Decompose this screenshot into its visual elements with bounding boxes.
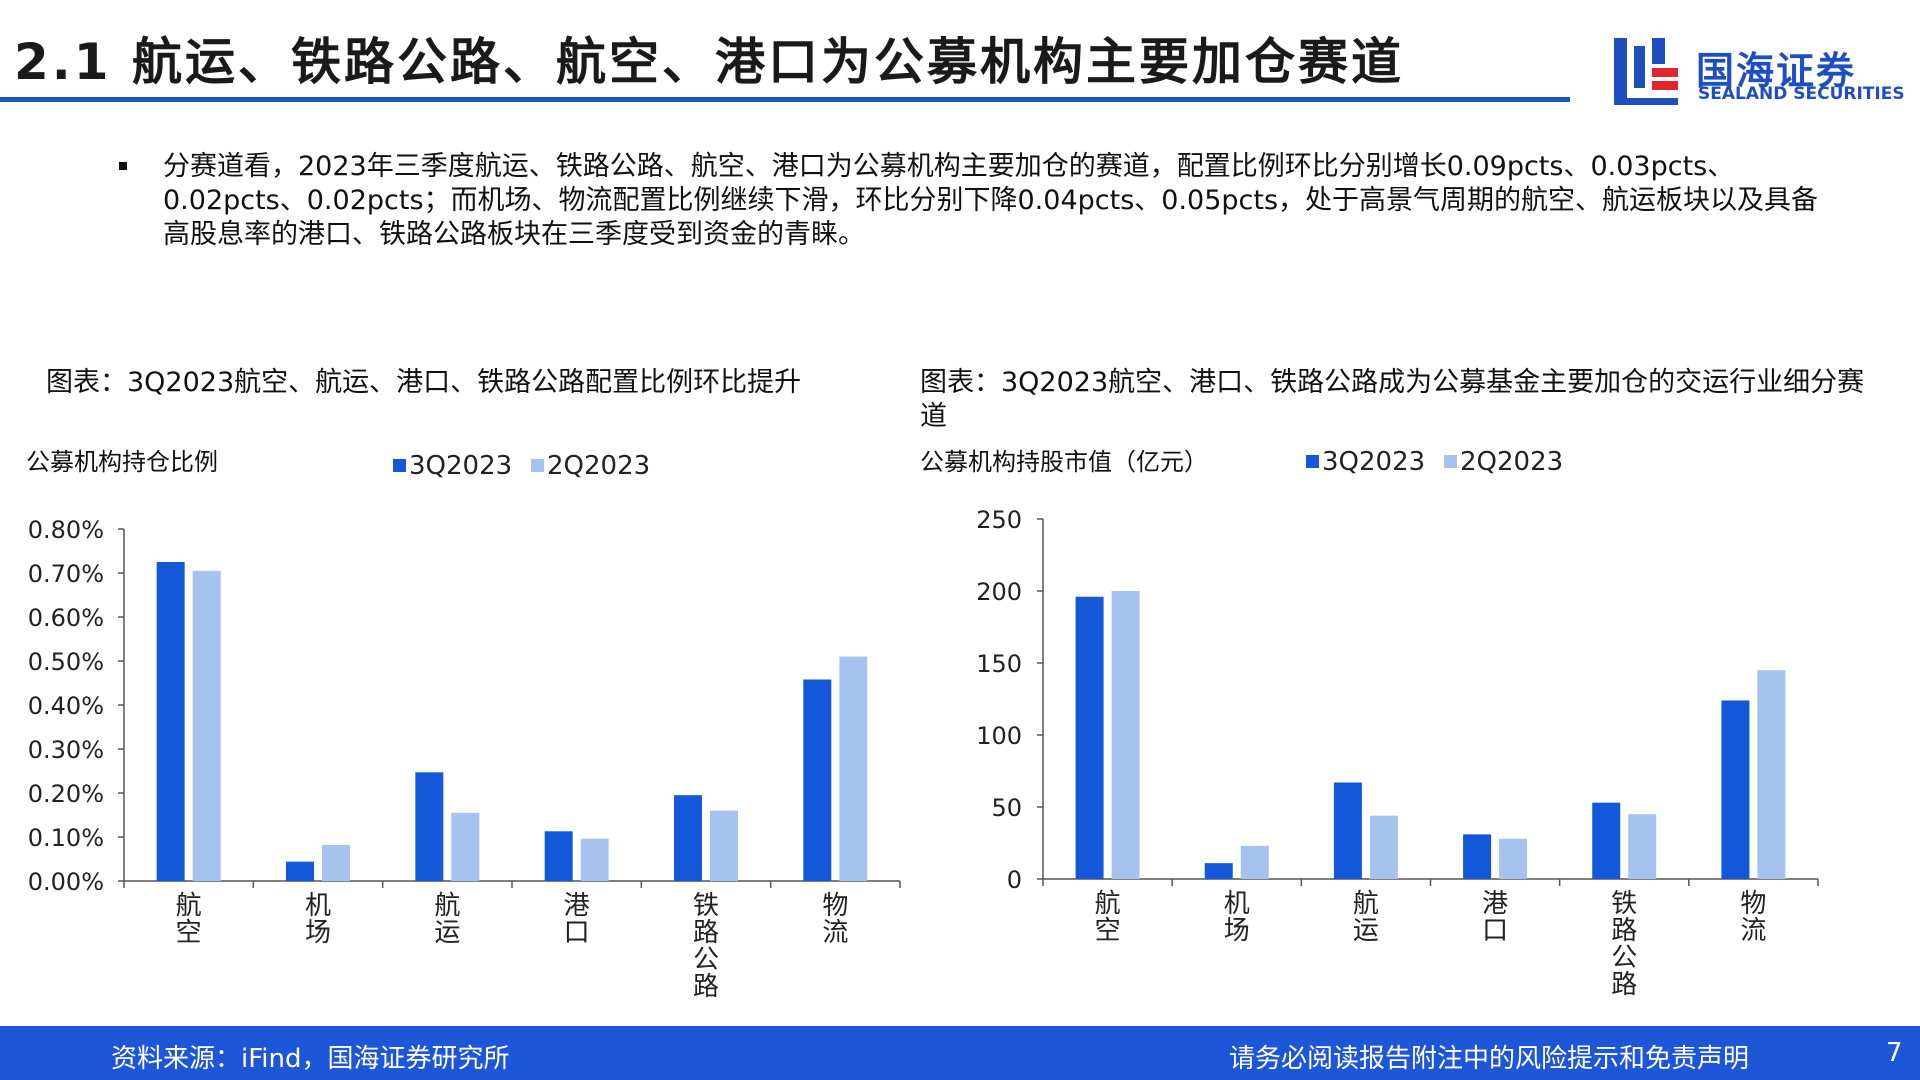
- legend-swatch-3Q2023: [1306, 455, 1319, 468]
- bar-3Q2023-港口: [544, 831, 573, 881]
- bar-3Q2023-航空: [1075, 596, 1104, 879]
- bar-3Q2023-航空: [156, 562, 185, 881]
- logo-red-stripe-2: [1652, 81, 1678, 90]
- bullet-marker: [119, 162, 127, 170]
- x-category-label: 铁路公路: [693, 891, 719, 1002]
- x-category-label: 港口: [564, 891, 590, 948]
- bar-3Q2023-铁路公路: [1592, 802, 1621, 879]
- bar-2Q2023-航空: [1111, 591, 1140, 879]
- page-number: 7: [1886, 1038, 1903, 1068]
- bar-3Q2023-航运: [415, 772, 444, 881]
- y-tick-label: 250: [976, 506, 1022, 534]
- x-category-label: 航空: [1095, 889, 1121, 946]
- y-tick-label: 0: [1007, 866, 1022, 894]
- logo-base: [1614, 98, 1678, 105]
- footer-disclaimer: 请务必阅读报告附注中的风险提示和免责声明: [1229, 1044, 1750, 1074]
- y-tick-label: 0.00%: [28, 868, 104, 896]
- legend-swatch-2Q2023: [531, 459, 544, 472]
- legend-label-3Q2023: 3Q2023: [409, 451, 512, 481]
- bar-2Q2023-港口: [1499, 838, 1528, 879]
- y-tick-label: 50: [991, 794, 1022, 822]
- logo-chinese-name: 国海证券: [1696, 49, 1857, 93]
- logo-bar-right-top: [1652, 38, 1665, 64]
- y-tick-label: 0.60%: [28, 604, 104, 632]
- y-tick-label: 0.80%: [28, 516, 104, 544]
- bar-2Q2023-铁路公路: [710, 810, 738, 881]
- bullet-paragraph: 分赛道看，2023年三季度航运、铁路公路、航空、港口为公募机构主要加仓的赛道，配…: [163, 151, 1819, 250]
- bar-3Q2023-铁路公路: [674, 795, 702, 881]
- bar-2Q2023-物流: [839, 656, 868, 881]
- y-tick-label: 0.70%: [28, 560, 104, 588]
- x-category-label: 物流: [822, 891, 848, 948]
- legend-swatch-2Q2023: [1444, 455, 1457, 468]
- y-tick-label: 0.40%: [28, 692, 104, 720]
- y-tick-label: 0.30%: [28, 736, 104, 764]
- x-category-label: 机场: [305, 891, 331, 948]
- y-tick-label: 0.50%: [28, 648, 104, 676]
- y-tick-label: 100: [976, 722, 1022, 750]
- company-logo: 国海证券 SEALAND SECURITIES: [1612, 34, 1905, 108]
- logo-bar-left: [1614, 38, 1627, 98]
- y-axis-label: 公募机构持仓比例: [26, 448, 218, 476]
- chart-2-holding-value: 公募机构持股市值（亿元） 3Q2023 2Q2023 0 50 100 150 200 250 航…: [920, 447, 1819, 1000]
- bar-3Q2023-航运: [1333, 782, 1362, 879]
- bar-3Q2023-机场: [286, 861, 314, 881]
- legend-label-2Q2023: 2Q2023: [1460, 447, 1563, 477]
- title-underline: [0, 97, 1570, 102]
- bar-2Q2023-航空: [192, 570, 221, 881]
- x-category-label: 航运: [434, 891, 460, 948]
- bar-2Q2023-航运: [451, 812, 480, 881]
- bar-2Q2023-物流: [1757, 670, 1786, 879]
- bar-2Q2023-铁路公路: [1628, 814, 1657, 879]
- chart-1-allocation-ratio: 公募机构持仓比例 3Q2023 2Q2023 0.00% 0.10% 0.20% 0.30%…: [26, 448, 901, 1002]
- bar-3Q2023-物流: [803, 679, 832, 881]
- y-tick-label: 200: [976, 578, 1022, 606]
- chart-1-caption: 图表：3Q2023航空、航运、港口、铁路公路配置比例环比提升: [46, 367, 802, 398]
- x-category-label: 港口: [1482, 889, 1508, 946]
- y-tick-label: 0.10%: [28, 824, 104, 852]
- x-category-label: 航空: [176, 891, 202, 948]
- footer-source: 资料来源：iFind，国海证券研究所: [111, 1044, 510, 1074]
- y-axis-label: 公募机构持股市值（亿元）: [920, 448, 1208, 476]
- chart-2-caption: 图表：3Q2023航空、港口、铁路公路成为公募基金主要加仓的交运行业细分赛道: [920, 367, 1865, 432]
- bar-2Q2023-港口: [580, 838, 609, 881]
- logo-english-name: SEALAND SECURITIES: [1698, 84, 1905, 104]
- page-title: 2.1 航运、铁路公路、航空、港口为公募机构主要加仓赛道: [14, 33, 1404, 91]
- x-category-label: 铁路公路: [1611, 889, 1637, 1000]
- bar-3Q2023-港口: [1463, 834, 1492, 879]
- y-tick-label: 0.20%: [28, 780, 104, 808]
- logo-red-stripe-1: [1652, 68, 1678, 77]
- bar-3Q2023-物流: [1721, 700, 1750, 879]
- legend-label-2Q2023: 2Q2023: [547, 451, 650, 481]
- legend-label-3Q2023: 3Q2023: [1322, 447, 1425, 477]
- y-tick-label: 150: [976, 650, 1022, 678]
- x-category-label: 航运: [1353, 889, 1379, 946]
- legend-swatch-3Q2023: [393, 459, 406, 472]
- bar-3Q2023-机场: [1204, 863, 1233, 879]
- footer-bar: 资料来源：iFind，国海证券研究所 请务必阅读报告附注中的风险提示和免责声明 …: [0, 1026, 1920, 1080]
- sealand-logo-icon: [1614, 38, 1678, 105]
- bar-2Q2023-机场: [322, 844, 350, 881]
- bar-2Q2023-机场: [1240, 845, 1269, 879]
- x-category-label: 机场: [1224, 889, 1250, 946]
- logo-bar-mid: [1634, 46, 1645, 88]
- x-category-label: 物流: [1740, 889, 1766, 946]
- bar-2Q2023-航运: [1369, 815, 1398, 879]
